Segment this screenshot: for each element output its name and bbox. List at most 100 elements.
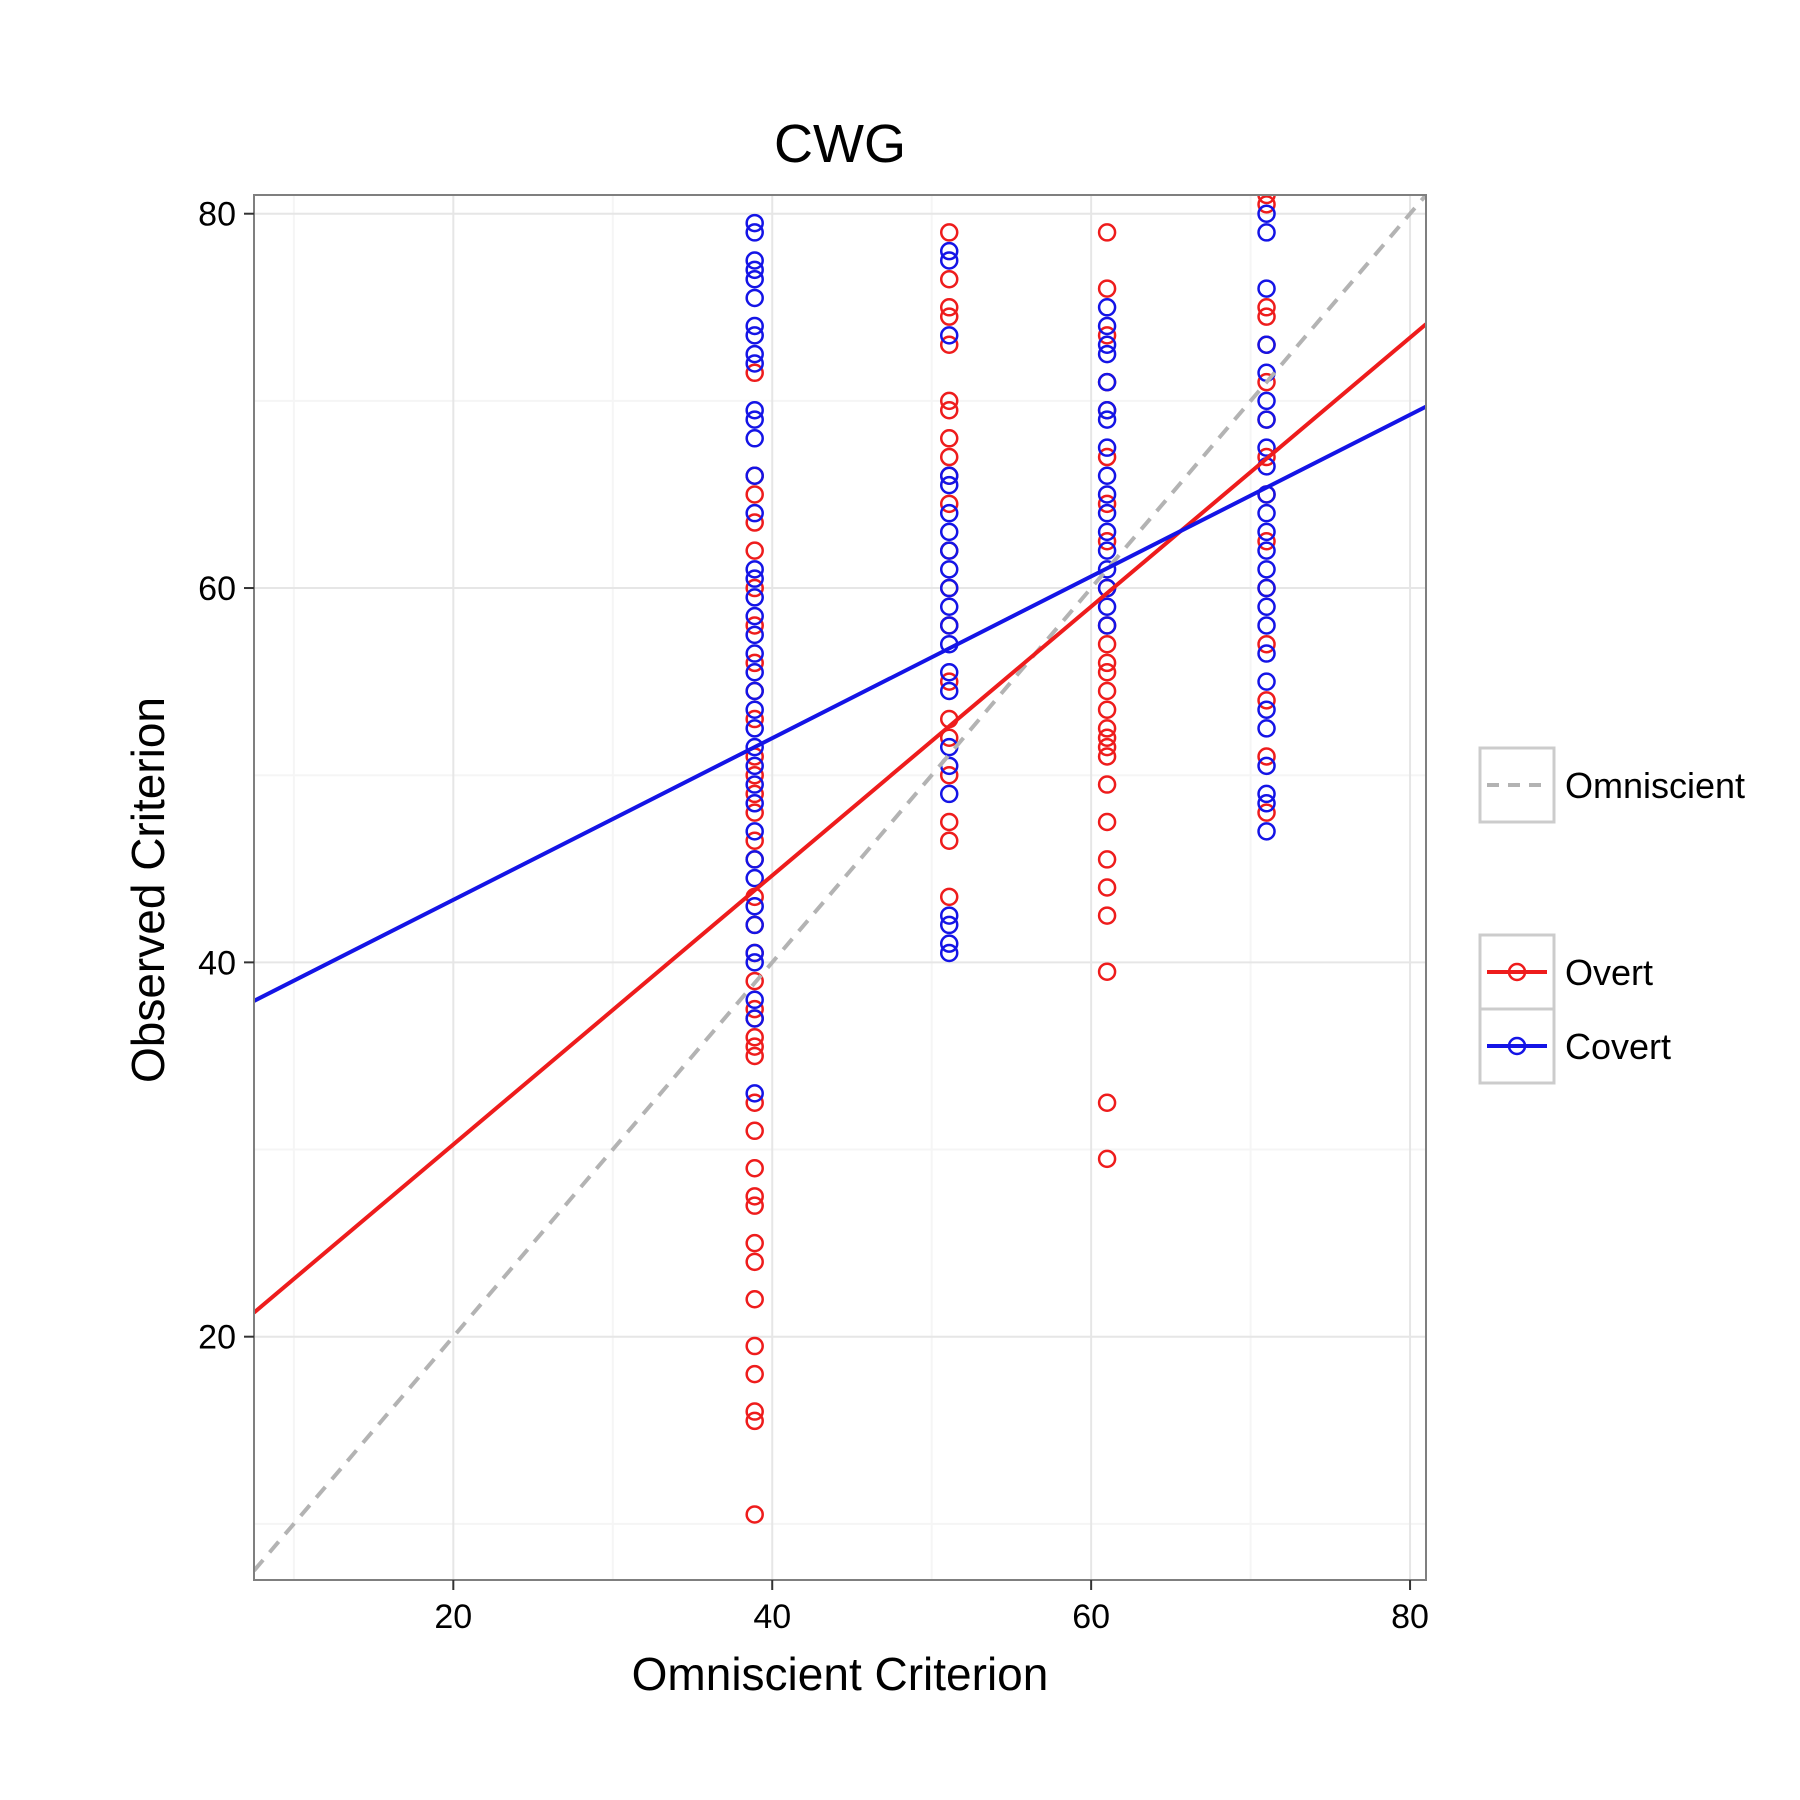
data-point-covert (745, 953, 764, 972)
data-point-covert (745, 663, 764, 682)
data-point-overt (1097, 906, 1117, 925)
data-point-covert (1257, 223, 1276, 242)
x-tick-label: 40 (753, 1598, 791, 1636)
data-point-covert (1257, 672, 1276, 691)
data-point-covert (939, 475, 959, 495)
data-point-overt (1257, 298, 1276, 317)
data-point-covert (939, 503, 959, 523)
data-point-overt (745, 1187, 764, 1206)
y-tick-label: 80 (198, 196, 236, 234)
data-point-covert (1097, 541, 1117, 560)
data-point-covert (1257, 541, 1276, 560)
data-point-overt (1097, 737, 1117, 757)
data-point-overt (1097, 812, 1117, 832)
data-point-covert (1257, 503, 1276, 523)
data-point-overt (939, 812, 959, 832)
data-point-covert (1257, 204, 1276, 223)
data-point-covert (939, 915, 959, 935)
data-point-overt (939, 831, 959, 850)
data-point-covert (939, 784, 959, 804)
data-point-overt (1097, 962, 1117, 981)
y-tick-label: 20 (198, 1319, 236, 1357)
data-point-covert (1257, 719, 1276, 738)
data-point-covert (745, 326, 764, 345)
data-point-covert (745, 588, 764, 607)
data-point-covert (939, 541, 959, 560)
data-point-overt (939, 672, 959, 691)
data-point-overt (745, 999, 764, 1019)
data-point-overt (939, 765, 959, 785)
data-point-covert (939, 681, 959, 701)
data-point-covert (939, 616, 959, 635)
data-point-covert (939, 906, 959, 925)
data-point-covert (745, 943, 764, 963)
data-point-covert (745, 560, 764, 579)
data-point-overt (1097, 719, 1117, 738)
data-point-overt (1257, 634, 1276, 654)
data-point-overt (745, 1233, 764, 1253)
x-axis-title: Omniscient Criterion (632, 1648, 1049, 1700)
data-point-overt (745, 1093, 764, 1112)
data-point-overt (1257, 195, 1276, 214)
data-point-covert (1097, 597, 1117, 617)
data-point-covert (745, 896, 764, 916)
data-point-covert (1097, 316, 1117, 336)
data-point-overt (939, 447, 959, 467)
data-point-overt (1097, 663, 1117, 682)
data-point-covert (745, 794, 764, 813)
data-point-covert (1257, 822, 1276, 841)
data-point-covert (1257, 616, 1276, 635)
data-point-overt (1097, 1093, 1117, 1112)
data-point-covert (1257, 644, 1276, 663)
data-point-overt (745, 709, 764, 729)
data-point-covert (1097, 503, 1117, 523)
data-point-covert (745, 644, 764, 663)
data-point-covert (745, 288, 764, 308)
data-point-covert (1097, 344, 1117, 364)
data-point-overt (1097, 634, 1117, 654)
data-point-covert (745, 503, 764, 523)
legend-overt-marker (1507, 962, 1527, 982)
data-point-overt (745, 1196, 764, 1215)
data-point-covert (745, 775, 764, 794)
data-point-overt (1097, 700, 1117, 719)
data-point-covert (1097, 298, 1117, 317)
data-point-overt (939, 429, 959, 448)
data-point-covert (1097, 335, 1117, 354)
data-point-overt (1257, 532, 1276, 551)
data-point-overt (1097, 326, 1117, 345)
data-point-covert (745, 354, 764, 373)
data-point-covert (1257, 335, 1276, 354)
data-point-overt (745, 1505, 764, 1524)
data-point-overt (1097, 223, 1117, 242)
minor-gridlines (254, 195, 1426, 1580)
data-point-overt (745, 784, 764, 804)
data-point-overt (1257, 747, 1276, 766)
data-point-covert (1257, 410, 1276, 429)
data-point-covert (745, 915, 764, 935)
data-point-covert (745, 400, 764, 420)
data-point-covert (745, 251, 764, 270)
fit-line-overt (254, 322, 1426, 1315)
data-point-overt (1257, 691, 1276, 710)
chart-title: CWG (774, 114, 906, 174)
reference-line-omniscient (254, 195, 1426, 1572)
x-tick-label: 80 (1391, 1598, 1429, 1636)
data-point-covert (745, 737, 764, 757)
data-point-overt (1097, 447, 1117, 467)
data-point-covert (1097, 560, 1117, 579)
data-point-covert (1257, 279, 1276, 298)
data-point-covert (1097, 485, 1117, 504)
data-point-overt (745, 971, 764, 991)
legend-label-overt: Overt (1565, 952, 1653, 993)
data-point-covert (745, 822, 764, 841)
data-point-covert (1257, 578, 1276, 598)
data-point-covert (1257, 784, 1276, 804)
data-point-covert (745, 756, 764, 776)
data-point-covert (745, 260, 764, 280)
data-point-covert (745, 700, 764, 719)
data-point-covert (745, 681, 764, 701)
data-point-overt (745, 1402, 764, 1421)
data-point-overt (745, 1252, 764, 1272)
